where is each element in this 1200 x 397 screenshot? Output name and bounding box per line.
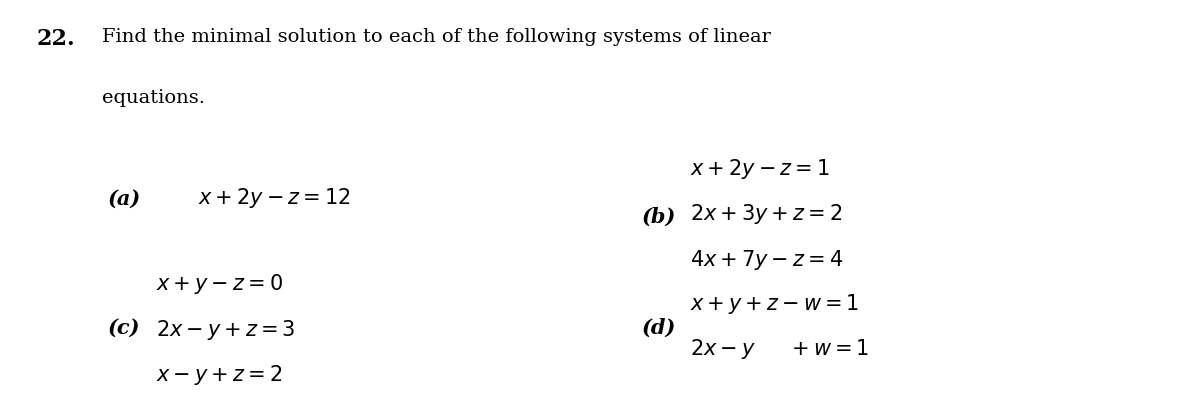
Text: $2x - y \qquad\!\! + w = 1$: $2x - y \qquad\!\! + w = 1$ [690, 337, 869, 361]
Text: $x + 2y - z = 1$: $x + 2y - z = 1$ [690, 157, 829, 181]
Text: $2x - y + z = 3$: $2x - y + z = 3$ [156, 318, 295, 341]
Text: 22.: 22. [36, 28, 74, 50]
Text: $x + 2y - z = 12$: $x + 2y - z = 12$ [198, 187, 350, 210]
Text: $x + y + z - w = 1$: $x + y + z - w = 1$ [690, 292, 859, 316]
Text: equations.: equations. [102, 89, 205, 107]
Text: (a): (a) [108, 189, 142, 208]
Text: Find the minimal solution to each of the following systems of linear: Find the minimal solution to each of the… [102, 28, 770, 46]
Text: (d): (d) [642, 318, 677, 337]
Text: (b): (b) [642, 206, 677, 226]
Text: $x + y - z = 0$: $x + y - z = 0$ [156, 272, 283, 296]
Text: $2x + 3y + z = 2$: $2x + 3y + z = 2$ [690, 202, 842, 226]
Text: (c): (c) [108, 318, 140, 337]
Text: $4x + 7y - z = 4$: $4x + 7y - z = 4$ [690, 248, 844, 272]
Text: $x - y + z = 2$: $x - y + z = 2$ [156, 363, 282, 387]
